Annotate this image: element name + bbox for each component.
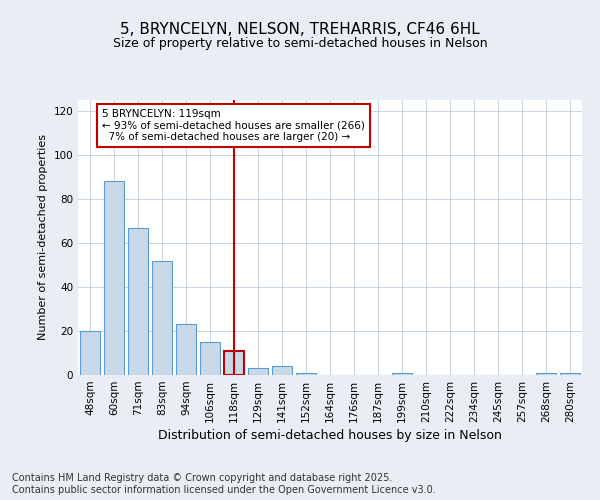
Bar [248, 368, 268, 375]
Bar [272, 366, 292, 375]
Bar [296, 373, 316, 375]
Bar [104, 182, 124, 375]
Y-axis label: Number of semi-detached properties: Number of semi-detached properties [38, 134, 48, 340]
Text: Contains HM Land Registry data © Crown copyright and database right 2025.
Contai: Contains HM Land Registry data © Crown c… [12, 474, 436, 495]
Bar [176, 324, 196, 375]
Text: 5 BRYNCELYN: 119sqm
← 93% of semi-detached houses are smaller (266)
  7% of semi: 5 BRYNCELYN: 119sqm ← 93% of semi-detach… [102, 109, 365, 142]
Bar [152, 260, 172, 375]
Bar [560, 373, 580, 375]
Bar [224, 351, 244, 375]
Text: Size of property relative to semi-detached houses in Nelson: Size of property relative to semi-detach… [113, 38, 487, 51]
Bar [536, 373, 556, 375]
Bar [200, 342, 220, 375]
X-axis label: Distribution of semi-detached houses by size in Nelson: Distribution of semi-detached houses by … [158, 429, 502, 442]
Bar [392, 373, 412, 375]
Text: 5, BRYNCELYN, NELSON, TREHARRIS, CF46 6HL: 5, BRYNCELYN, NELSON, TREHARRIS, CF46 6H… [120, 22, 480, 38]
Bar [80, 331, 100, 375]
Bar [128, 228, 148, 375]
